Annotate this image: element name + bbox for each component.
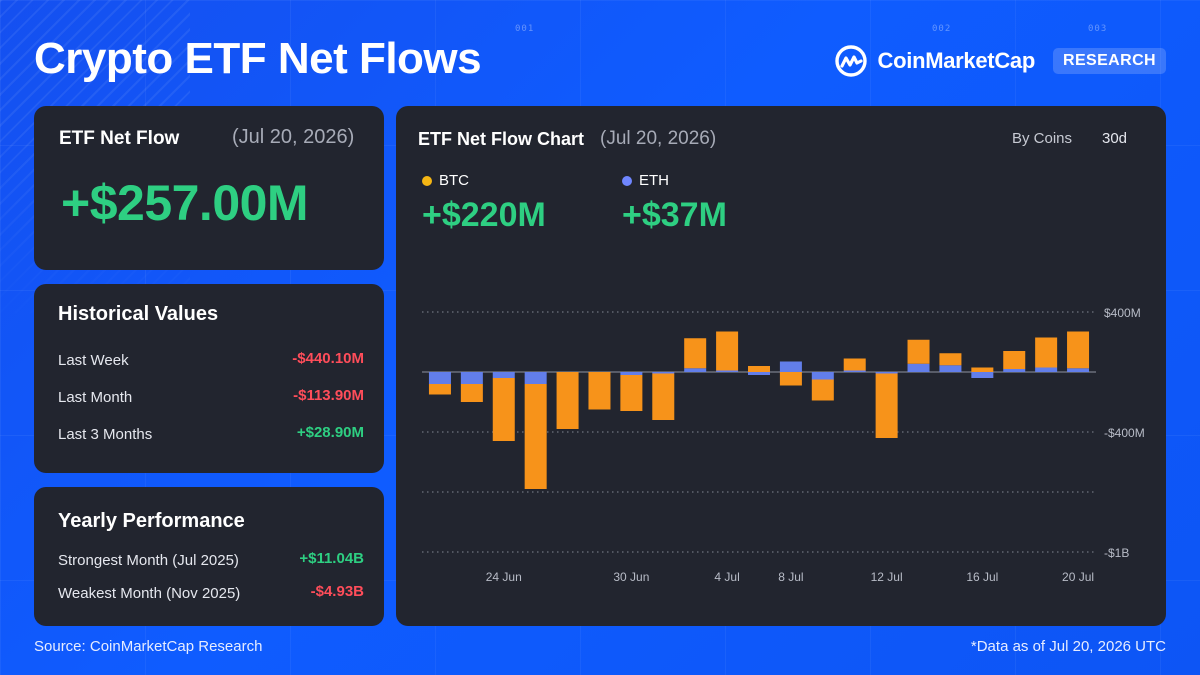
legend-btc-value: +$220M (422, 196, 546, 234)
x-tick-label: 30 Jun (613, 570, 649, 584)
history-row-label: Last Month (58, 389, 133, 406)
net-flow-chart-card: ETF Net Flow Chart (Jul 20, 2026) By Coi… (396, 106, 1166, 626)
yearly-row-value: +$11.04B (299, 550, 364, 567)
eth-bar (524, 372, 547, 384)
history-row-label: Last Week (58, 352, 129, 369)
x-tick-label: 8 Jul (778, 570, 803, 584)
btc-bar (971, 367, 994, 372)
legend-eth: ETH (622, 172, 669, 189)
background-tick: 002 (932, 24, 952, 34)
btc-bar (716, 331, 739, 371)
background-tick: 003 (1088, 24, 1108, 34)
btc-bar (652, 373, 675, 420)
net-flow-label: ETF Net Flow (59, 128, 180, 149)
by-coins-filter[interactable]: By Coins (1012, 130, 1073, 147)
source-footnote: Source: CoinMarketCap Research (34, 638, 263, 655)
btc-bar (684, 338, 707, 369)
yearly-row-value: -$4.93B (310, 583, 364, 600)
eth-bar (652, 372, 675, 374)
eth-bar (1067, 368, 1090, 372)
net-flow-card: ETF Net Flow (Jul 20, 2026) +$257.00M (34, 106, 384, 270)
eth-bar (811, 372, 834, 380)
page-title: Crypto ETF Net Flows (34, 34, 482, 83)
eth-bar (620, 372, 643, 375)
yearly-performance-title: Yearly Performance (58, 510, 245, 532)
yearly-row-label: Strongest Month (Jul 2025) (58, 552, 239, 569)
btc-bar (1067, 331, 1090, 369)
btc-bar (811, 379, 834, 401)
eth-bar (779, 361, 802, 372)
legend-eth-label: ETH (639, 172, 669, 189)
historical-values-title: Historical Values (58, 303, 219, 325)
net-flow-value: +$257.00M (61, 175, 309, 231)
legend-btc: BTC (422, 172, 469, 189)
eth-bar (684, 368, 707, 372)
eth-bar (492, 372, 515, 378)
brand-name: CoinMarketCap (877, 48, 1036, 73)
chart-date: (Jul 20, 2026) (600, 128, 717, 149)
eth-bar (907, 363, 930, 372)
btc-bar (843, 358, 866, 371)
y-tick-label: -$1B (1104, 546, 1129, 560)
background-tick: 001 (515, 24, 535, 34)
x-tick-label: 16 Jul (966, 570, 998, 584)
x-tick-label: 12 Jul (871, 570, 903, 584)
btc-bar (875, 373, 898, 438)
y-tick-label: $400M (1104, 306, 1141, 320)
eth-bar (939, 365, 962, 372)
btc-bar (492, 378, 515, 441)
x-tick-label: 24 Jun (486, 570, 522, 584)
eth-bar (460, 372, 483, 384)
btc-bar (620, 375, 643, 411)
eth-bar (843, 370, 866, 372)
chart-title: ETF Net Flow Chart (418, 129, 584, 149)
x-tick-label: 20 Jul (1062, 570, 1094, 584)
btc-bar (556, 372, 579, 429)
history-row-value: -$440.10M (292, 350, 364, 367)
eth-dot-icon (622, 175, 632, 186)
coinmarketcap-logo-icon (834, 45, 867, 77)
x-tick-label: 4 Jul (714, 570, 739, 584)
eth-bar (875, 372, 898, 374)
history-row-value: -$113.90M (293, 387, 364, 404)
btc-bar (524, 384, 547, 489)
eth-bar (428, 372, 451, 384)
y-tick-label: -$400M (1104, 426, 1145, 440)
brand: CoinMarketCap RESEARCH (834, 44, 1166, 78)
legend-btc-label: BTC (439, 172, 469, 189)
eth-bar (971, 372, 994, 378)
btc-bar (460, 384, 483, 402)
net-flow-bar-chart: $400M -$400M -$1B 24 Jun 30 Jun 4 Jul 8 Jul 12 … (422, 306, 1145, 584)
history-row-value: +$28.90M (296, 424, 364, 441)
btc-bar (588, 372, 611, 410)
btc-bar (779, 372, 802, 386)
btc-bar (1035, 337, 1058, 368)
period-selector-30d[interactable]: 30d (1102, 130, 1128, 147)
btc-bar (907, 339, 930, 364)
historical-values-card: Historical Values Last Week -$440.10M La… (34, 284, 384, 473)
legend-eth-value: +$37M (622, 196, 727, 234)
yearly-row-label: Weakest Month (Nov 2025) (58, 585, 241, 602)
yearly-performance-card: Yearly Performance Strongest Month (Jul … (34, 487, 384, 626)
eth-bar (1035, 367, 1058, 372)
btc-bar (428, 384, 451, 395)
net-flow-date: (Jul 20, 2026) (232, 126, 355, 148)
eth-bar (1003, 369, 1026, 372)
data-asof-footnote: *Data as of Jul 20, 2026 UTC (970, 638, 1166, 655)
btc-dot-icon (422, 175, 432, 186)
btc-bar (939, 353, 962, 366)
research-badge: RESEARCH (1053, 48, 1166, 74)
btc-bar (748, 366, 770, 372)
eth-bar (716, 370, 739, 372)
eth-bar (748, 372, 770, 375)
btc-bar (1003, 351, 1026, 369)
history-row-label: Last 3 Months (58, 426, 153, 443)
